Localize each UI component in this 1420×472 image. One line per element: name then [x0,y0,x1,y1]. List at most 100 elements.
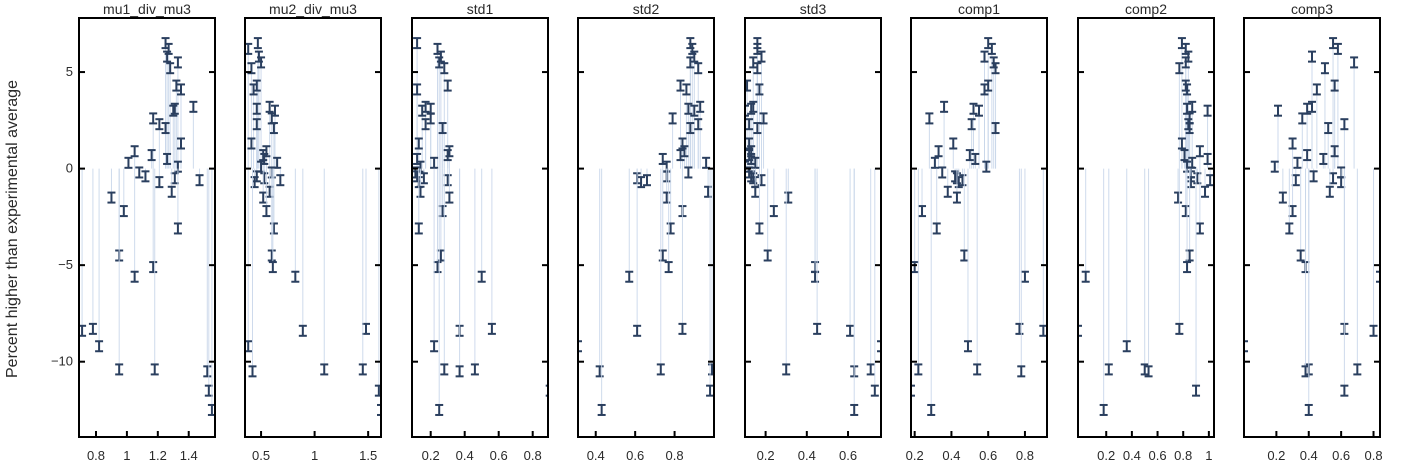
panel-comp3: comp3 0.2 0.4 0.6 0.8 [1243,1,1383,463]
data-point [1340,118,1349,131]
data-point [1015,322,1024,335]
data-point [1175,322,1184,335]
data-point [169,104,178,117]
x-tick-label: 0.8 [1174,448,1192,463]
data-point [177,83,185,96]
data-point [426,112,435,125]
panel-title: comp1 [958,1,1000,17]
x-tick-label: 0.8 [1016,448,1034,463]
data-point [1312,83,1321,96]
x-tick-label: 1.2 [149,448,167,463]
x-tick-label: 1.4 [180,448,198,463]
data-point [421,118,430,131]
data-point [932,222,941,235]
data-point [694,62,703,75]
panel-frame [78,17,216,438]
data-point [664,261,673,274]
data-point [443,174,452,187]
data-point [980,50,989,63]
data-point [1186,176,1195,189]
data-point [1285,222,1294,235]
data-point [676,149,685,162]
data-point [1192,384,1201,397]
data-point [1175,62,1184,75]
data-point [954,176,963,189]
panel-frame [244,17,382,438]
panel-frame [744,17,882,438]
data-point [597,403,606,416]
x-tick-label: 0.4 [1300,448,1318,463]
data-point [1376,270,1380,283]
data-point [759,112,768,125]
data-point [1099,403,1108,416]
x-tick-label: 0.2 [906,448,924,463]
data-point [1350,56,1359,69]
y-tick-label: 5 [66,64,73,79]
panel-title: std1 [467,1,494,17]
data-point [753,122,762,135]
data-point [930,156,939,169]
data-point [938,166,947,179]
data-point [1174,191,1183,204]
panel-mu1_div_mu3: mu1_div_mu3 −10 −5 0 5 0.8 1 1.2 1.4 [51,1,216,463]
panel-title: comp3 [1291,1,1333,17]
data-point [438,122,447,135]
data-point [811,270,820,283]
x-tick-label: 1 [1205,448,1212,463]
data-point [1122,340,1131,353]
data-point [1039,324,1047,337]
panel-frame [577,17,715,438]
data-point [940,100,949,113]
data-point [248,365,257,378]
y-tick-label: −5 [58,257,73,272]
data-point [1325,185,1334,198]
data-point [440,62,449,75]
data-point [430,340,439,353]
data-point [982,160,991,173]
data-series [79,37,215,416]
data-point [949,137,958,150]
data-point [268,261,277,274]
data-point [374,384,381,397]
data-point [991,62,1000,75]
data-point [163,50,172,63]
data-point [769,205,778,218]
data-point [119,205,128,218]
data-point [1337,176,1346,189]
panel-mu2_div_mu3: mu2_div_mu3 0.5 1 1.5 [244,1,382,463]
data-point [963,340,972,353]
data-point [414,137,423,150]
data-point [708,363,714,376]
data-point [320,363,329,376]
data-point [1301,365,1310,378]
data-point [578,340,582,353]
panel-std3: std3 0.2 0.4 0.6 [744,1,882,463]
data-point [252,102,261,115]
data-point [445,145,454,158]
panel-title: std3 [800,1,827,17]
data-point [358,363,367,376]
data-point [1188,100,1197,113]
data-point [1195,145,1204,158]
data-point [247,137,256,150]
data-point [124,156,133,169]
panel-title: mu2_div_mu3 [269,1,357,17]
data-point [141,170,150,183]
data-point [642,174,651,187]
data-point [161,122,170,135]
data-point [1183,83,1192,96]
data-series [245,37,381,416]
data-point [1296,249,1305,262]
data-point [173,222,182,235]
data-point [257,56,266,69]
panel-frame [910,17,1048,438]
data-point [625,270,634,283]
data-point [416,185,425,198]
data-point [435,403,444,416]
data-point [1244,340,1248,353]
data-point [678,322,687,335]
x-tick-label: 0.2 [422,448,440,463]
data-point [247,62,256,75]
data-point [1183,261,1192,274]
data-point [276,174,285,187]
